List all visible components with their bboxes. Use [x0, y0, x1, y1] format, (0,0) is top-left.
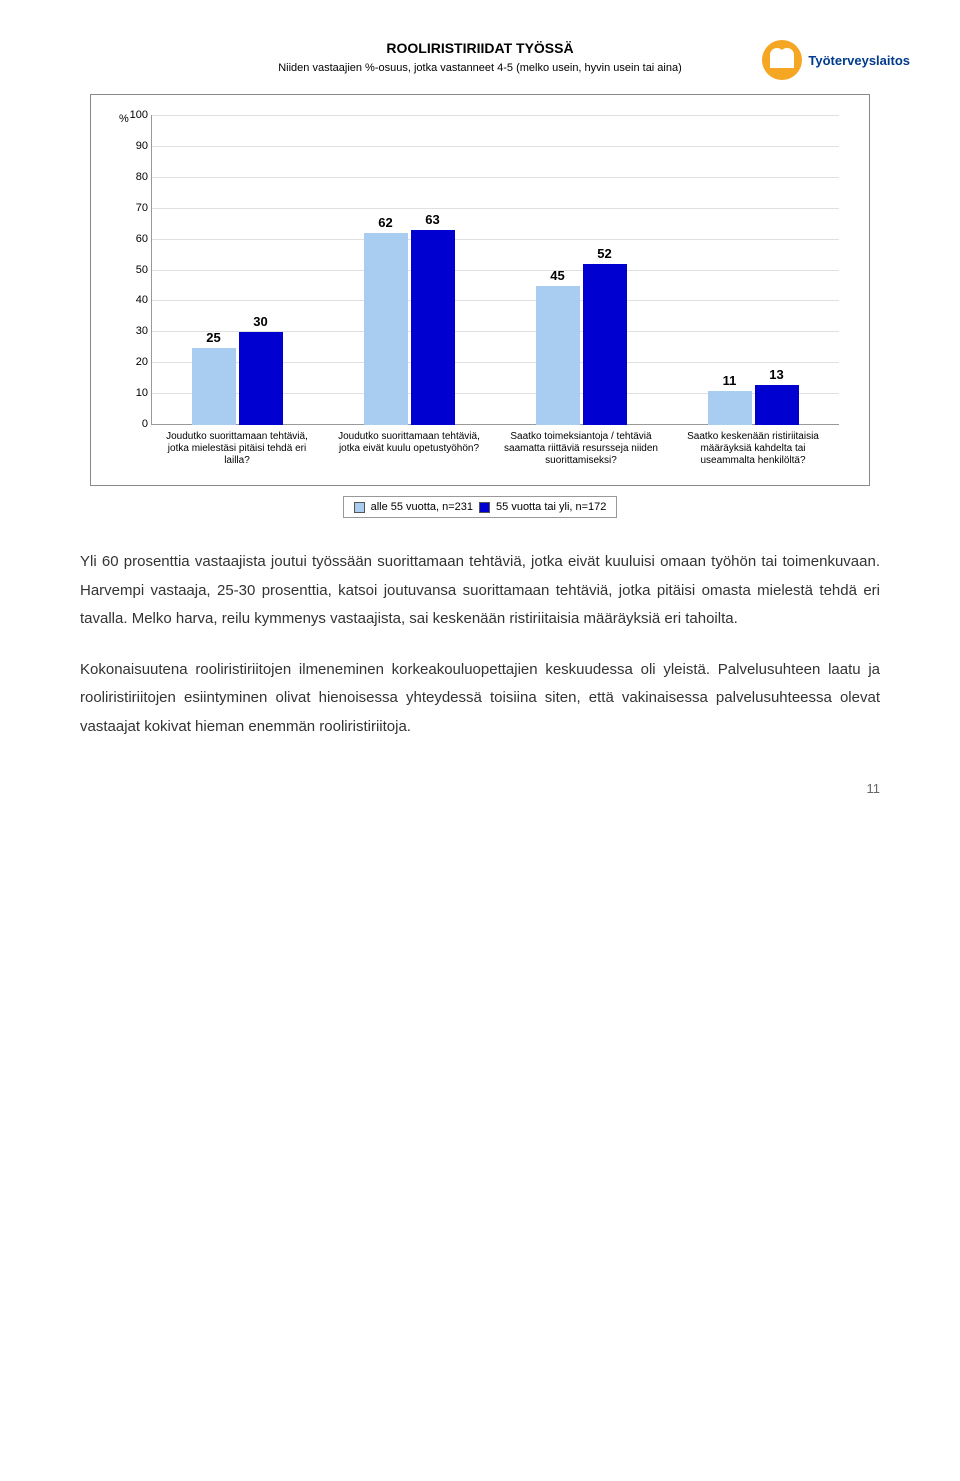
bar-group: 4552: [495, 115, 667, 425]
chart-header: ROOLIRISTIRIIDAT TYÖSSÄ Niiden vastaajie…: [80, 40, 880, 74]
chart-container: % 0102030405060708090100 253062634552111…: [90, 94, 870, 486]
bar-group: 1113: [667, 115, 839, 425]
page-root: ROOLIRISTIRIIDAT TYÖSSÄ Niiden vastaajie…: [0, 0, 960, 856]
category-labels: Joudutko suorittamaan tehtäviä, jotka mi…: [151, 427, 839, 475]
category-label: Saatko keskenään ristiriitaisia määräyks…: [667, 427, 839, 475]
y-tick-label: 30: [124, 325, 148, 337]
bar-value-label: 52: [583, 246, 627, 261]
bar-value-label: 62: [364, 215, 408, 230]
legend-label: alle 55 vuotta, n=231: [371, 501, 473, 513]
legend-swatch: [479, 502, 490, 513]
logo-text: Työterveyslaitos: [808, 53, 910, 68]
y-tick-label: 40: [124, 294, 148, 306]
y-tick-label: 70: [124, 202, 148, 214]
bar: 11: [708, 391, 752, 425]
y-tick-label: 20: [124, 356, 148, 368]
legend-box: alle 55 vuotta, n=231 55 vuotta tai yli, …: [343, 496, 618, 518]
chart-subtitle: Niiden vastaajien %-osuus, jotka vastann…: [80, 62, 880, 74]
bar-value-label: 13: [755, 367, 799, 382]
paragraph-1: Yli 60 prosenttia vastaajista joutui työ…: [80, 548, 880, 634]
bar-value-label: 11: [708, 373, 752, 388]
bar-value-label: 63: [411, 212, 455, 227]
y-tick-label: 10: [124, 387, 148, 399]
legend: alle 55 vuotta, n=231 55 vuotta tai yli, …: [80, 496, 880, 518]
bar: 52: [583, 264, 627, 425]
bar: 13: [755, 385, 799, 425]
bar-chart: % 0102030405060708090100 253062634552111…: [111, 115, 849, 475]
bar: 62: [364, 233, 408, 425]
legend-label: 55 vuotta tai yli, n=172: [496, 501, 606, 513]
y-tick-label: 90: [124, 140, 148, 152]
bar: 25: [192, 348, 236, 426]
category-label: Joudutko suorittamaan tehtäviä, jotka ei…: [323, 427, 495, 475]
bar: 63: [411, 230, 455, 425]
y-tick-label: 100: [124, 109, 148, 121]
bar-value-label: 25: [192, 330, 236, 345]
chart-title: ROOLIRISTIRIIDAT TYÖSSÄ: [80, 40, 880, 56]
body-text: Yli 60 prosenttia vastaajista joutui työ…: [80, 548, 880, 741]
bar-groups: 2530626345521113: [151, 115, 839, 425]
y-tick-label: 50: [124, 264, 148, 276]
bar: 45: [536, 286, 580, 426]
bar-value-label: 30: [239, 314, 283, 329]
logo-icon: [762, 40, 802, 80]
y-tick-label: 80: [124, 171, 148, 183]
legend-swatch: [354, 502, 365, 513]
bar-group: 6263: [323, 115, 495, 425]
bar-group: 2530: [151, 115, 323, 425]
category-label: Saatko toimeksiantoja / tehtäviä saamatt…: [495, 427, 667, 475]
bar-value-label: 45: [536, 268, 580, 283]
y-tick-label: 60: [124, 233, 148, 245]
bar: 30: [239, 332, 283, 425]
paragraph-2: Kokonaisuutena rooliristiriitojen ilmene…: [80, 656, 880, 742]
page-number: 11: [80, 781, 880, 796]
y-tick-label: 0: [124, 418, 148, 430]
category-label: Joudutko suorittamaan tehtäviä, jotka mi…: [151, 427, 323, 475]
logo: Työterveyslaitos: [762, 40, 910, 80]
